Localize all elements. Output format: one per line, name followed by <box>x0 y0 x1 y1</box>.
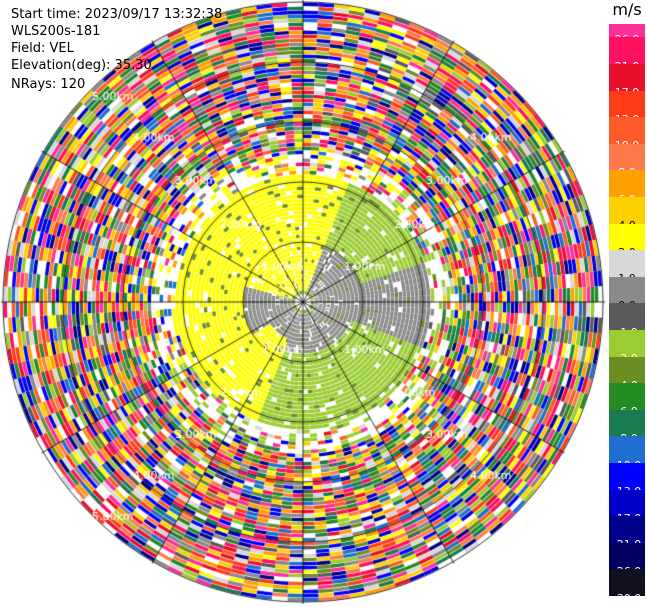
colorbar-segment <box>609 143 645 171</box>
colorbar-unit: m/s <box>612 0 642 19</box>
colorbar-segment <box>609 409 645 437</box>
colorbar-segment <box>609 436 645 463</box>
colorbar-segment <box>609 37 645 64</box>
instrument-text: WLS200s-181 <box>11 24 101 39</box>
colorbar-segment <box>609 250 645 277</box>
colorbar-segment <box>609 356 645 384</box>
colorbar-segment <box>609 303 645 330</box>
colorbar: 26.021.017.013.010.08.06.04.02.01.00.0-1… <box>609 24 645 605</box>
colorbar-tick-label: -30.0 <box>612 591 642 605</box>
colorbar-segment <box>609 90 645 118</box>
colorbar-segment <box>609 170 645 197</box>
start-time-text: Start time: 2023/09/17 13:32:38 <box>11 7 223 22</box>
colorbar-segment <box>609 276 645 304</box>
field-text: Field: VEL <box>11 41 74 56</box>
nrays-text: NRays: 120 <box>11 77 86 92</box>
colorbar-segment <box>609 63 645 91</box>
colorbar-segment <box>609 196 645 224</box>
colorbar-segment <box>609 117 645 144</box>
colorbar-segment <box>609 462 645 490</box>
colorbar-segment <box>609 223 645 251</box>
colorbar-segment <box>609 383 645 410</box>
scan-info-panel: Start time: 2023/09/17 13:32:38 WLS200s-… <box>11 6 222 93</box>
colorbar-segment <box>609 489 645 517</box>
colorbar-segment <box>609 329 645 357</box>
colorbar-segment <box>609 569 645 596</box>
colorbar-segment <box>609 542 645 570</box>
colorbar-segment <box>609 516 645 543</box>
elevation-text: Elevation(deg): 35.30 <box>11 58 152 73</box>
